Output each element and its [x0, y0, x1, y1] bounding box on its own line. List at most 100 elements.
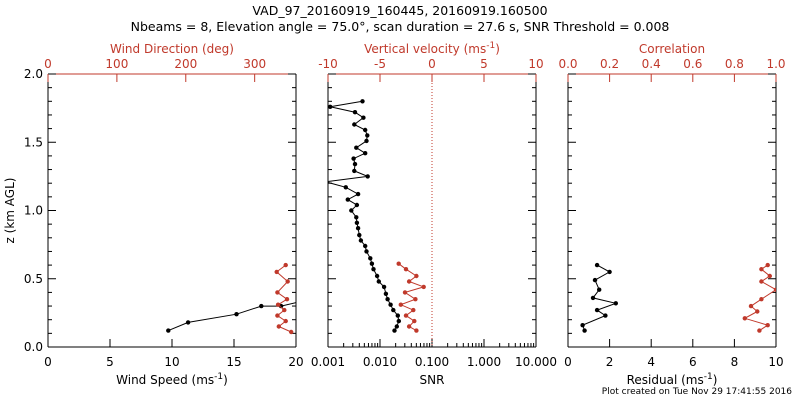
data-point [289, 329, 294, 335]
data-point [283, 318, 288, 324]
y-tick-label: 1.0 [24, 204, 43, 218]
x-tick-label: 8 [731, 355, 739, 369]
data-point [285, 279, 290, 284]
top-tick-label: 200 [174, 57, 197, 71]
data-point [396, 318, 401, 324]
data-point [383, 291, 389, 296]
data-point [354, 202, 360, 208]
y-tick-label: 1.5 [24, 135, 43, 149]
data-point [166, 328, 171, 333]
top-tick-label: 0.2 [600, 57, 619, 71]
data-point [412, 318, 417, 324]
x-axis-label-end: ) [713, 373, 718, 387]
x-axis-label: Residual (ms-1) [627, 372, 718, 387]
x-tick-label: 10.000 [515, 355, 557, 369]
data-point [283, 262, 288, 268]
data-point [352, 168, 357, 174]
data-point [603, 313, 608, 318]
top-tick-label: -5 [374, 57, 386, 71]
series-line [398, 263, 426, 332]
data-point [352, 161, 358, 167]
data-point [742, 316, 747, 321]
data-point [381, 284, 387, 290]
x-tick-label: 5 [106, 355, 114, 369]
x-axis-label: Wind Speed (ms-1) [116, 372, 228, 387]
data-point [414, 328, 419, 333]
data-point [354, 220, 360, 225]
data-point [765, 262, 770, 268]
series-snr-top [396, 261, 426, 333]
data-point [392, 328, 397, 333]
top-tick-label: 10 [528, 57, 543, 71]
top-axis-label-end: ) [495, 42, 500, 56]
chart-title-line2: Nbeams = 8, Elevation angle = 75.0°, sca… [130, 19, 670, 34]
data-point [276, 324, 281, 329]
x-tick-label: 0.001 [311, 355, 345, 369]
x-tick-label: 2 [606, 355, 614, 369]
x-tick-label: 0.100 [415, 355, 449, 369]
data-point [388, 302, 393, 307]
data-point [594, 307, 600, 313]
data-point [328, 104, 333, 110]
data-point [580, 323, 585, 328]
top-axis-label: Vertical velocity (ms-1) [364, 41, 500, 56]
series-wind-bottom [166, 300, 300, 333]
data-point [345, 197, 350, 202]
data-point [364, 249, 369, 254]
top-tick-label: 100 [105, 57, 128, 71]
data-point [395, 313, 400, 318]
series-wind-top [274, 262, 294, 335]
x-tick-label: 0 [564, 355, 572, 369]
top-axis-label: Correlation [639, 42, 705, 56]
data-point [352, 110, 358, 115]
data-point [374, 273, 380, 279]
data-point [403, 313, 409, 318]
data-point [352, 122, 357, 127]
data-point [296, 300, 300, 304]
data-point [185, 320, 191, 325]
x-tick-label: 10 [164, 355, 179, 369]
x-tick-label: 20 [288, 355, 303, 369]
top-tick-label: 0.4 [642, 57, 661, 71]
data-point [363, 243, 368, 249]
data-point [234, 312, 239, 317]
series-resid-top [742, 262, 776, 333]
data-point [385, 297, 390, 302]
chart-title-line1: VAD_97_20160919_160445, 20160919.160500 [252, 3, 548, 18]
y-tick-label: 0.0 [24, 340, 43, 354]
data-point [421, 284, 426, 290]
data-point [759, 267, 764, 272]
top-axis-label: Wind Direction (deg) [110, 42, 234, 56]
data-point [411, 307, 416, 313]
data-point [759, 279, 764, 284]
series-resid-bottom [580, 262, 618, 333]
data-point [275, 302, 281, 307]
data-point [759, 297, 764, 302]
data-point [259, 303, 264, 309]
data-point [363, 127, 368, 133]
panel-wind: 0.0 0.5 1.0 1.5 2.0 z (km AGL) 0 5 10 15 20 Wind Sp… [3, 42, 304, 387]
data-point [354, 145, 359, 150]
series-line [328, 100, 400, 331]
data-point [414, 273, 419, 279]
data-point [755, 309, 760, 314]
top-tick-label: 0.8 [725, 57, 744, 71]
data-point [757, 328, 762, 333]
data-point [394, 324, 399, 329]
data-point [274, 269, 279, 275]
data-point [369, 261, 375, 266]
top-tick-label: 5 [480, 57, 488, 71]
data-point [403, 267, 409, 272]
data-point [275, 313, 280, 318]
x-tick-label: 6 [689, 355, 697, 369]
data-point [284, 297, 290, 302]
data-point [748, 303, 754, 309]
data-point [355, 226, 361, 231]
data-point [275, 290, 280, 295]
data-point [590, 295, 596, 301]
data-point [371, 267, 376, 272]
data-point [354, 215, 359, 220]
data-point [391, 307, 396, 313]
top-axis-label-sup: -1 [486, 41, 495, 51]
